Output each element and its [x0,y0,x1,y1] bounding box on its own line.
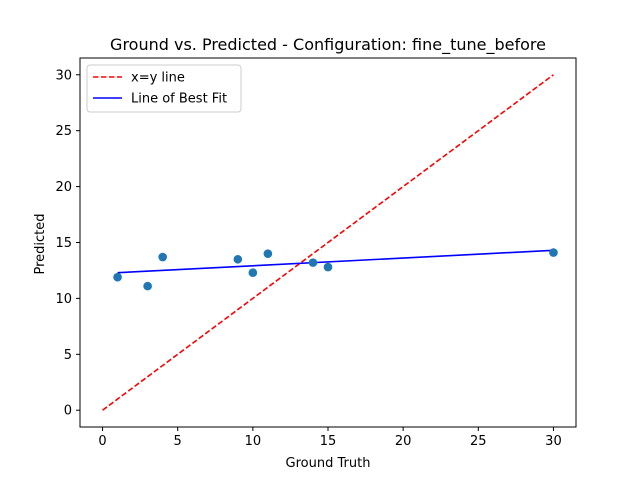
axes: 0 5 10 15 20 25 30 0 5 10 15 20 25 30 [55,57,577,449]
data-point [263,249,273,258]
legend-box [86,64,242,113]
y-tick-label: 30 [55,68,72,83]
x-tick-label: 30 [545,434,562,449]
x-tick-label: 20 [395,434,412,449]
y-tick-label: 25 [55,124,72,139]
x-tick-label: 0 [98,434,106,449]
data-point [158,252,167,262]
legend-label: Line of Best Fit [131,92,227,107]
data-point [549,248,558,257]
series-line-best-fit [117,249,554,274]
legend-label: x=y line [131,71,185,86]
y-axis-label: Predicted [33,213,48,274]
x-tick-label: 25 [470,434,487,449]
data-point [143,281,152,291]
chart-title: Ground vs. Predicted - Configuration: fi… [110,35,546,55]
x-tick-label: 10 [245,434,262,449]
legend: x=y line Line of Best Fit [86,64,242,113]
x-tick-label: 5 [174,434,182,449]
x-axis-label: Ground Truth [286,456,371,471]
data-point [233,254,243,264]
y-tick-label: 0 [64,404,72,419]
data-point [248,268,258,277]
series-line-x-equals-y [102,74,554,411]
x-tick-label: 15 [320,434,337,449]
plot-area [102,74,558,411]
data-point [323,262,333,272]
data-point [308,258,318,267]
y-tick-label: 15 [55,236,72,251]
y-tick-label: 10 [55,292,72,307]
y-tick-label: 5 [64,348,72,363]
data-point [113,272,122,282]
y-tick-label: 20 [55,180,72,195]
